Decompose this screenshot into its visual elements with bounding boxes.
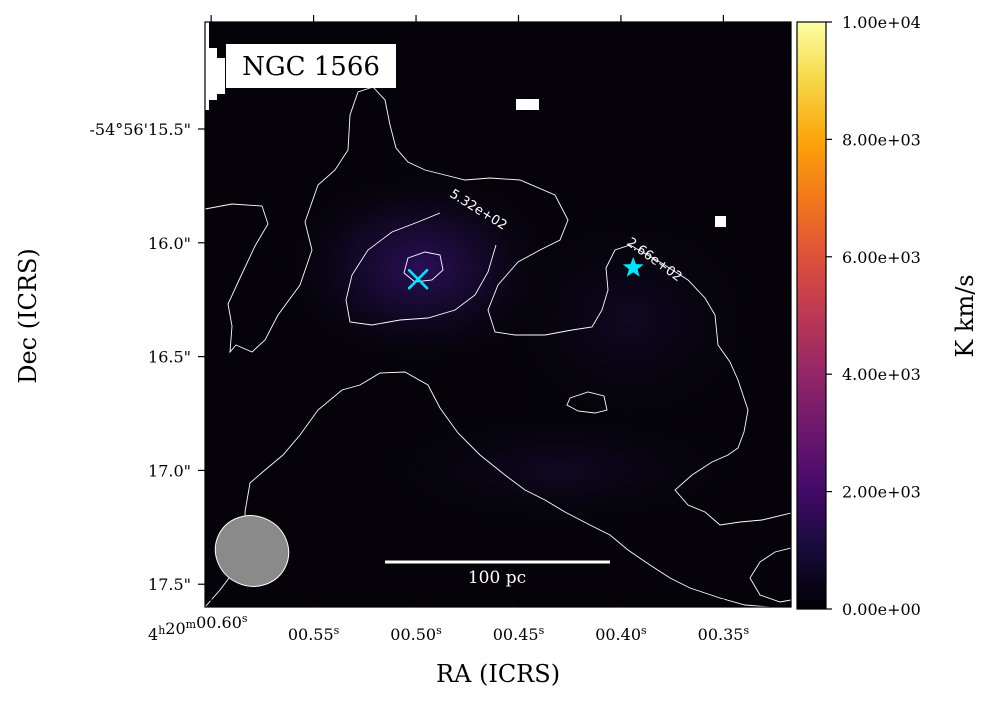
beam-ellipse — [214, 515, 290, 587]
x-tick-label: 4h20m00.60s — [148, 612, 248, 644]
blank-pixels — [205, 22, 726, 227]
chart-title: NGC 1566 — [242, 52, 380, 82]
contour-lines — [205, 86, 791, 607]
y-tick-label: 16.0" — [148, 234, 191, 253]
emission-peak-glow — [280, 168, 560, 368]
scale-bar-label: 100 pc — [468, 568, 526, 588]
contour-266-west — [205, 86, 791, 526]
marker-layer — [407, 256, 644, 290]
colorbar: 0.00e+00 2.00e+03 4.00e+03 6.00e+03 8.00e+03… — [796, 13, 979, 619]
contour-266-southeast — [749, 547, 791, 603]
colorbar-tick-label: 1.00e+04 — [842, 13, 921, 32]
contour-266-island — [566, 391, 608, 414]
colorbar-tick-label: 6.00e+03 — [842, 248, 921, 267]
colorbar-gradient — [796, 21, 827, 610]
contour-532-inner — [403, 251, 444, 283]
y-tick-label: -54°56'15.5" — [89, 120, 191, 139]
star-marker — [622, 256, 644, 277]
colorbar-title: K km/s — [951, 274, 979, 357]
colorbar-tick-label: 2.00e+03 — [842, 483, 921, 502]
contour-266-south — [205, 371, 771, 607]
y-tick-label: 17.0" — [148, 461, 191, 480]
x-tick-label: 00.55s — [288, 624, 340, 644]
x-tick-label: 00.45s — [493, 624, 545, 644]
plot-frame — [204, 21, 792, 608]
y-tick-label: 17.5" — [148, 575, 191, 594]
emission-diffuse-glow — [500, 210, 760, 430]
cross-marker — [407, 268, 429, 290]
title-box: NGC 1566 — [226, 44, 396, 88]
image-panel: 100 pc — [205, 22, 791, 607]
colorbar-tick-label: 4.00e+03 — [842, 365, 921, 384]
y-tick-label: 16.5" — [148, 348, 191, 367]
x-tick-label: 00.35s — [698, 624, 750, 644]
contour-532-outer — [345, 212, 497, 326]
x-axis-title: RA (ICRS) — [436, 660, 560, 688]
y-axis-ticks: -54°56'15.5" 16.0" 16.5" 17.0" 17.5" — [89, 120, 791, 594]
y-axis-title: Dec (ICRS) — [14, 248, 42, 384]
x-tick-label: 00.40s — [595, 624, 647, 644]
colorbar-tick-label: 8.00e+03 — [842, 130, 921, 149]
x-tick-label: 00.50s — [390, 624, 442, 644]
x-axis-ticks: 4h20m00.60s 00.55s 00.50s 00.45s 00.40s 00.35… — [148, 15, 749, 644]
colorbar-ticks: 0.00e+00 2.00e+03 4.00e+03 6.00e+03 8.00e+03… — [826, 13, 921, 619]
colorbar-tick-label: 0.00e+00 — [842, 600, 921, 619]
emission-diffuse-glow-south — [380, 410, 740, 530]
